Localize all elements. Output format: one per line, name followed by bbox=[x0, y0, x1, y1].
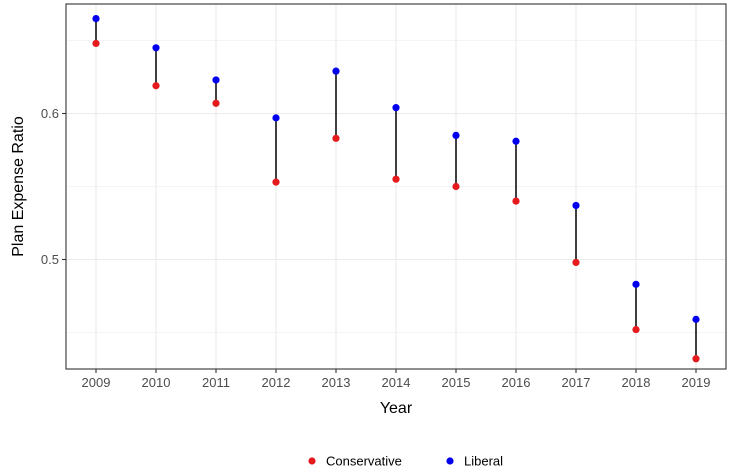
x-tick-label: 2010 bbox=[142, 375, 171, 390]
conservative-point-2011 bbox=[212, 99, 220, 107]
data-points bbox=[92, 15, 700, 363]
conservative-point-2009 bbox=[92, 39, 100, 48]
conservative-point-2017 bbox=[572, 258, 580, 267]
liberal-point-2017 bbox=[572, 201, 580, 210]
legend-key-liberal bbox=[446, 457, 454, 465]
conservative-point-2016 bbox=[512, 197, 520, 205]
x-tick-label: 2014 bbox=[382, 375, 411, 390]
x-axis-title: Year bbox=[380, 400, 413, 417]
x-axis-ticks: 2009 2010 2011 2012 2013 2014 2015 2016 2017 2018… bbox=[82, 369, 711, 390]
conservative-point-2019 bbox=[692, 355, 700, 363]
conservative-point-2010 bbox=[152, 82, 160, 90]
y-tick-label: 0.6 bbox=[41, 106, 59, 121]
x-tick-label: 2016 bbox=[502, 375, 531, 390]
conservative-point-2018 bbox=[632, 325, 640, 334]
y-axis-title: Plan Expense Ratio bbox=[10, 116, 27, 257]
plot-panel bbox=[65, 3, 727, 370]
x-tick-label: 2017 bbox=[562, 375, 591, 390]
x-tick-label: 2018 bbox=[622, 375, 651, 390]
x-tick-label: 2013 bbox=[322, 375, 351, 390]
x-tick-label: 2011 bbox=[202, 375, 230, 390]
x-tick-label: 2009 bbox=[82, 375, 111, 390]
y-axis-ticks: 0.5 0.6 bbox=[41, 106, 66, 267]
liberal-point-2010 bbox=[152, 44, 160, 52]
liberal-point-2014 bbox=[392, 104, 400, 112]
legend: Conservative Liberal bbox=[308, 454, 503, 469]
x-tick-label: 2019 bbox=[682, 375, 711, 390]
y-tick-label: 0.5 bbox=[41, 252, 59, 267]
liberal-point-2013 bbox=[332, 67, 340, 75]
conservative-point-2015 bbox=[452, 182, 460, 191]
liberal-point-2009 bbox=[92, 15, 100, 23]
legend-label-liberal: Liberal bbox=[464, 454, 503, 469]
liberal-point-2011 bbox=[212, 76, 220, 84]
conservative-point-2013 bbox=[332, 134, 340, 142]
liberal-point-2015 bbox=[452, 131, 460, 139]
liberal-point-2018 bbox=[632, 280, 640, 288]
dumbbell-segments bbox=[95, 18, 697, 359]
x-tick-label: 2012 bbox=[262, 375, 291, 390]
legend-label-conservative: Conservative bbox=[326, 454, 402, 469]
liberal-point-2019 bbox=[692, 315, 700, 323]
conservative-point-2014 bbox=[392, 175, 400, 183]
legend-key-conservative bbox=[308, 457, 316, 465]
x-tick-label: 2015 bbox=[442, 375, 471, 390]
conservative-point-2012 bbox=[272, 178, 280, 186]
liberal-point-2012 bbox=[272, 114, 280, 122]
liberal-point-2016 bbox=[512, 137, 520, 145]
